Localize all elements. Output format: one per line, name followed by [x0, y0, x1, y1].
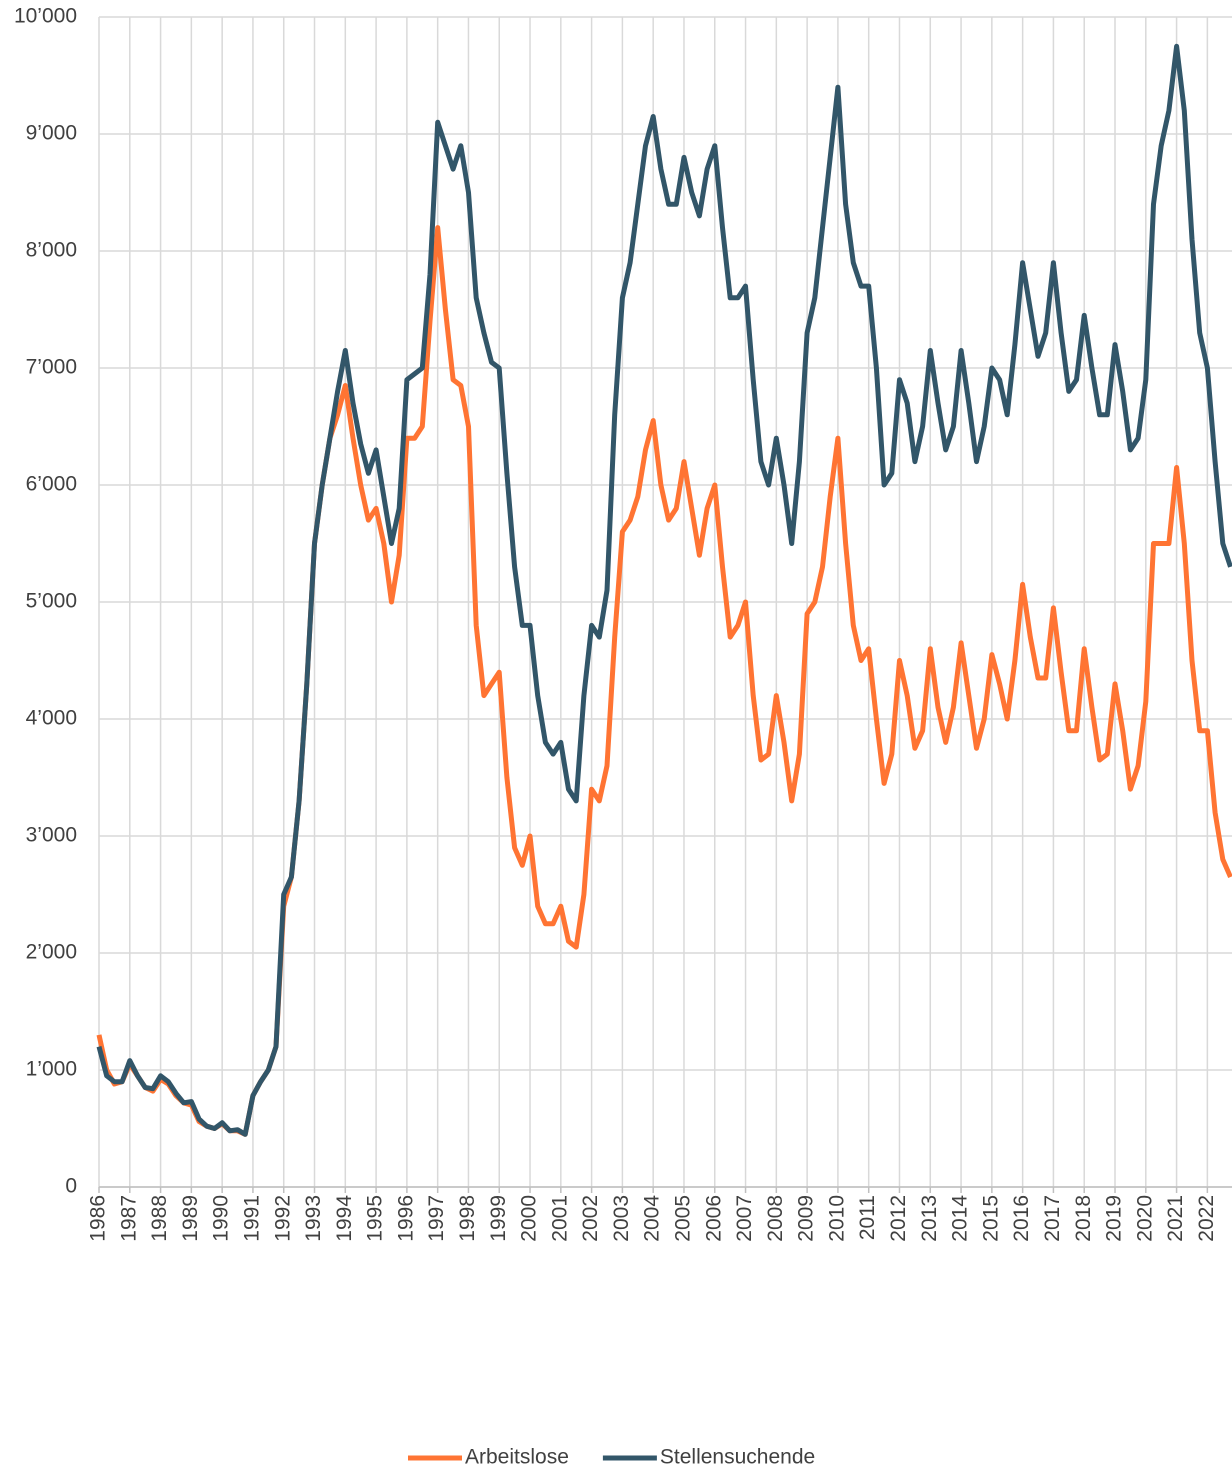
legend-label: Arbeitslose — [465, 1446, 569, 1469]
y-tick-label: 7’000 — [26, 356, 77, 379]
x-tick-label: 2013 — [918, 1195, 941, 1242]
x-tick-label: 2022 — [1195, 1195, 1218, 1242]
series-line — [96, 225, 1232, 1137]
x-tick-label: 2021 — [1164, 1195, 1187, 1242]
x-tick-label: 2014 — [949, 1195, 972, 1242]
x-tick-label: 1989 — [179, 1195, 202, 1242]
y-tick-label: 5’000 — [26, 590, 77, 613]
x-tick-label: 2003 — [610, 1195, 633, 1242]
x-tick-label: 2005 — [672, 1195, 695, 1242]
x-tick-label: 1994 — [333, 1195, 356, 1242]
x-tick-label: 1988 — [148, 1195, 171, 1242]
x-tick-label: 1991 — [240, 1195, 263, 1242]
x-tick-label: 2010 — [825, 1195, 848, 1242]
y-tick-label: 4’000 — [26, 707, 77, 730]
series-line — [96, 43, 1232, 1137]
x-tick-label: 1999 — [487, 1195, 510, 1242]
legend-label: Stellensuchende — [660, 1446, 815, 1469]
x-tick-label: 2011 — [856, 1195, 879, 1240]
x-tick-label: 2001 — [548, 1195, 571, 1242]
x-tick-label: 2018 — [1072, 1195, 1095, 1242]
x-tick-label: 2002 — [579, 1195, 602, 1242]
x-tick-label: 2012 — [887, 1195, 910, 1242]
x-tick-label: 1986 — [87, 1195, 110, 1242]
y-tick-label: 3’000 — [26, 824, 77, 847]
x-tick-label: 1998 — [456, 1195, 479, 1242]
x-tick-label: 2008 — [764, 1195, 787, 1242]
x-tick-label: 2006 — [702, 1195, 725, 1242]
y-tick-label: 2’000 — [26, 941, 77, 964]
x-tick-label: 2004 — [641, 1195, 664, 1242]
x-tick-label: 2009 — [795, 1195, 818, 1242]
x-tick-label: 1993 — [302, 1195, 325, 1242]
x-tick-label: 2015 — [979, 1195, 1002, 1242]
y-tick-label: 6’000 — [26, 473, 77, 496]
x-tick-label: 1990 — [210, 1195, 233, 1242]
x-tick-label: 2019 — [1103, 1195, 1126, 1242]
x-tick-label: 1987 — [117, 1195, 140, 1242]
x-tick-label: 2000 — [518, 1195, 541, 1242]
x-tick-label: 1992 — [271, 1195, 294, 1242]
x-tick-label: 2017 — [1041, 1195, 1064, 1242]
y-tick-label: 8’000 — [26, 239, 77, 262]
y-tick-label: 9’000 — [26, 122, 77, 145]
y-tick-label: 10’000 — [14, 5, 77, 28]
x-tick-label: 1997 — [425, 1195, 448, 1242]
x-tick-label: 1996 — [394, 1195, 417, 1242]
x-tick-label: 2007 — [733, 1195, 756, 1242]
y-tick-label: 1’000 — [26, 1058, 77, 1081]
y-tick-label: 0 — [65, 1175, 77, 1198]
x-tick-label: 2020 — [1133, 1195, 1156, 1242]
x-tick-label: 2016 — [1010, 1195, 1033, 1242]
x-tick-label: 1995 — [364, 1195, 387, 1242]
